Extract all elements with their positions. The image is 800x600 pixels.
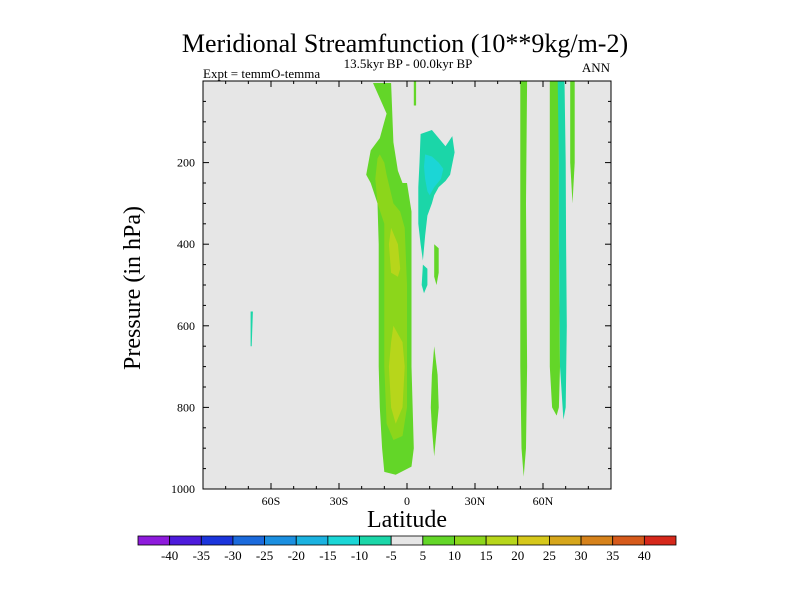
- colorbar-swatch: [232, 535, 265, 546]
- x-tick-label: 0: [404, 494, 410, 508]
- chart-title: Meridional Streamfunction (10**9kg/m-2): [182, 29, 628, 58]
- colorbar-swatch: [580, 535, 614, 546]
- colorbar-label: 15: [480, 548, 493, 563]
- chart-subtitle-center: 13.5kyr BP - 00.0kyr BP: [344, 56, 473, 71]
- colorbar-label: -5: [386, 548, 397, 563]
- contour-sh-negative-small: [250, 311, 253, 347]
- colorbar-swatch: [612, 535, 645, 546]
- chart-subtitle-right: ANN: [582, 60, 611, 75]
- colorbar-label: 40: [638, 548, 651, 563]
- colorbar-swatch: [295, 535, 329, 546]
- colorbar-label: -35: [193, 548, 210, 563]
- colorbar-swatch: [485, 535, 519, 546]
- contour-mid-positive-streak: [430, 346, 439, 457]
- colorbar-swatch: [359, 535, 392, 546]
- contour-nh-positive-band-2: [549, 81, 560, 416]
- x-tick-label: 30N: [465, 494, 486, 508]
- y-axis-label: Pressure (in hPa): [120, 206, 146, 370]
- colorbar-swatch: [517, 535, 550, 546]
- colorbar-label: 25: [543, 548, 556, 563]
- colorbar-swatch: [169, 535, 202, 546]
- plot-area: [203, 81, 611, 489]
- colorbar: -40 -35 -30 -25 -20 -15 -10 -5 5 10 15 20 25 30 35 40: [137, 535, 677, 563]
- contour-nh-positive-band-1: [520, 81, 528, 477]
- colorbar-swatch: [643, 535, 677, 546]
- colorbar-label: 5: [420, 548, 427, 563]
- x-axis-label: Latitude: [367, 507, 447, 533]
- colorbar-label: 20: [511, 548, 524, 563]
- contour-tropical-negative-lower-strip: [421, 264, 428, 294]
- y-tick-label: 200: [177, 156, 195, 170]
- colorbar-swatch: [327, 535, 360, 546]
- colorbar-label: -20: [288, 548, 305, 563]
- contour-tropical-negative-inner: [424, 154, 444, 196]
- contour-nh-negative-band: [557, 81, 567, 420]
- colorbar-label: -15: [319, 548, 336, 563]
- y-tick-label: 800: [177, 400, 195, 414]
- x-tick-label: 60N: [533, 494, 554, 508]
- colorbar-swatch: [454, 535, 487, 546]
- y-tick-label: 600: [177, 319, 195, 333]
- colorbar-swatch: [264, 535, 297, 546]
- colorbar-label: -10: [351, 548, 368, 563]
- y-tick-label: 1000: [171, 482, 195, 496]
- colorbar-swatch: [390, 535, 424, 546]
- colorbar-swatch: [137, 535, 171, 546]
- colorbar-label: 35: [606, 548, 619, 563]
- colorbar-swatch: [549, 535, 582, 546]
- x-tick-label: 60S: [262, 494, 281, 508]
- colorbar-label: 30: [575, 548, 588, 563]
- x-tick-label: 30S: [330, 494, 349, 508]
- axes: 60S 30S 0 30N 60N 200 400 600 800 1000: [171, 80, 612, 508]
- contour-sh-positive-15-upper: [388, 227, 401, 277]
- chart-subtitle-left: Expt = temmO-temma: [203, 66, 320, 81]
- contour-sh-positive-15-lower: [388, 325, 405, 424]
- colorbar-label: -40: [161, 548, 178, 563]
- contour-equator-thin-positive: [413, 81, 417, 106]
- colorbar-swatch: [200, 535, 234, 546]
- colorbar-label: 10: [448, 548, 461, 563]
- colorbar-label: -30: [224, 548, 241, 563]
- colorbar-label: -25: [256, 548, 273, 563]
- y-tick-label: 400: [177, 237, 195, 251]
- contour-nh-positive-band-3: [570, 81, 575, 204]
- contour-mid-positive-streak-upper: [434, 244, 439, 285]
- colorbar-swatch: [422, 535, 455, 546]
